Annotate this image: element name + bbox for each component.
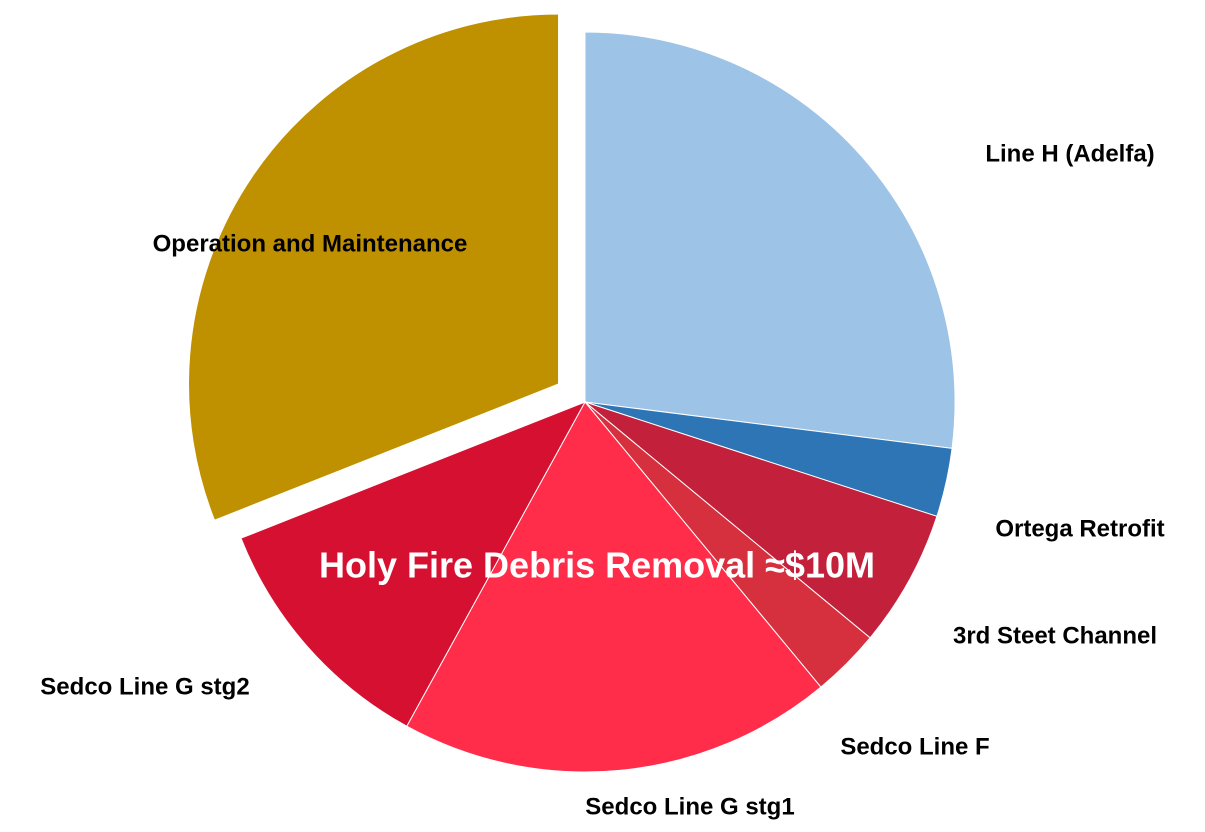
slice-label: Sedco Line G stg1 bbox=[585, 793, 794, 820]
annotation: Holy Fire Debris Removal ≈$10M bbox=[319, 545, 875, 586]
pie-slice bbox=[240, 401, 587, 727]
slice-label: Operation and Maintenance bbox=[153, 230, 468, 257]
slice-label: Sedco Line G stg2 bbox=[40, 673, 249, 700]
slice-label: 3rd Steet Channel bbox=[953, 622, 1157, 649]
slice-label: Ortega Retrofit bbox=[995, 515, 1164, 542]
pie-slice bbox=[584, 401, 938, 639]
pie-slice bbox=[406, 401, 822, 773]
pie-slice bbox=[584, 31, 956, 449]
slice-label: Line H (Adelfa) bbox=[985, 140, 1154, 167]
slice-label: Sedco Line F bbox=[840, 733, 989, 760]
pie-slice bbox=[188, 13, 560, 521]
